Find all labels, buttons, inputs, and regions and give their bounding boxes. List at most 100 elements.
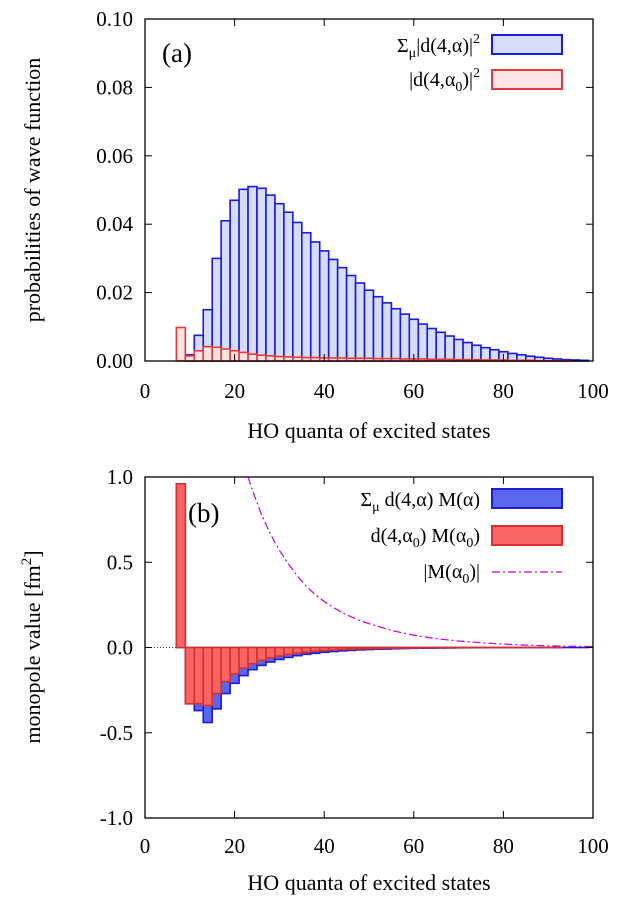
x-tick-label: 60 xyxy=(403,834,424,858)
bar xyxy=(409,648,418,649)
bar xyxy=(257,648,266,661)
bar xyxy=(176,327,185,361)
bar xyxy=(221,221,230,361)
y-tick-label: -0.5 xyxy=(100,721,133,745)
series-2-bars xyxy=(176,484,561,706)
bar xyxy=(257,355,266,361)
panel-b-legend: Σμ d(4,α) M(α) d(4,α0) M(α0) |M(α0)| xyxy=(360,489,562,587)
y-tick-label: 0.06 xyxy=(96,144,133,168)
bar xyxy=(320,648,329,651)
panel-b-x-axis-label: HO quanta of excited states xyxy=(247,870,490,895)
legend-a-entry-1: Σμ|d(4,α)|2 xyxy=(397,32,480,61)
bar xyxy=(329,259,338,361)
bar xyxy=(284,212,293,361)
bar xyxy=(212,648,221,694)
bar xyxy=(212,347,221,361)
x-tick-label: 60 xyxy=(403,379,424,403)
bar xyxy=(275,204,284,361)
x-tick-label: 40 xyxy=(314,834,335,858)
bar xyxy=(239,648,248,668)
bar xyxy=(356,283,365,361)
bar xyxy=(356,648,365,649)
y-tick-label: 0.00 xyxy=(96,349,133,373)
series-1-bars xyxy=(185,187,588,361)
panel-a-y-axis-label: probabilities of wave function xyxy=(20,58,45,323)
bar xyxy=(463,343,472,361)
x-tick-label: 100 xyxy=(577,834,609,858)
legend-b-swatch-1 xyxy=(492,489,562,508)
bar xyxy=(266,195,275,361)
y-tick-label: 1.0 xyxy=(107,465,133,489)
bar xyxy=(257,188,266,361)
bar xyxy=(373,297,382,361)
bar xyxy=(418,324,427,361)
bar xyxy=(266,648,275,658)
bar xyxy=(347,276,356,362)
bar xyxy=(212,258,221,361)
x-tick-label: 80 xyxy=(493,379,514,403)
bar xyxy=(185,356,194,361)
bar xyxy=(302,233,311,361)
bar xyxy=(329,648,338,651)
legend-b-entry-2: d(4,α0) M(α0) xyxy=(371,525,480,551)
panel-a-legend: Σμ|d(4,α)|2 |d(4,α0)|2 xyxy=(397,32,562,95)
bar xyxy=(293,648,302,654)
y-tick-label: 0.04 xyxy=(96,212,133,236)
bar xyxy=(221,648,230,682)
bar xyxy=(203,648,212,706)
bar xyxy=(230,648,239,674)
bar xyxy=(481,348,490,361)
y-tick-label: 0.0 xyxy=(107,636,133,660)
bar xyxy=(239,189,248,361)
panel-b-label: (b) xyxy=(188,498,219,528)
bar xyxy=(365,290,374,361)
bar xyxy=(203,347,212,361)
bar xyxy=(365,648,374,649)
bar xyxy=(230,200,239,361)
panel-a-x-axis-label: HO quanta of excited states xyxy=(247,418,490,443)
bar xyxy=(284,648,293,655)
bar xyxy=(347,648,356,650)
bar xyxy=(248,187,257,361)
bar xyxy=(311,648,320,652)
bar xyxy=(275,357,284,361)
bar xyxy=(293,222,302,361)
x-tick-label: 0 xyxy=(140,834,151,858)
bar xyxy=(445,336,454,361)
bar xyxy=(194,351,203,361)
legend-a-swatch-1 xyxy=(492,35,562,54)
x-tick-label: 20 xyxy=(224,834,245,858)
bar xyxy=(436,332,445,361)
panel-a-label: (a) xyxy=(162,38,192,68)
y-tick-label: 0.08 xyxy=(96,75,133,99)
y-tick-label: 0.02 xyxy=(96,281,133,305)
bar xyxy=(239,352,248,361)
bar xyxy=(454,339,463,361)
y-tick-label: 0.5 xyxy=(107,550,133,574)
bar xyxy=(194,648,203,704)
bar xyxy=(382,303,391,361)
bar xyxy=(391,648,400,649)
legend-b-entry-3: |M(α0)| xyxy=(423,561,480,587)
bar xyxy=(373,648,382,649)
panel-b-y-axis-label: monopole value [fm2] xyxy=(19,550,45,743)
y-tick-label: -1.0 xyxy=(100,806,133,830)
bar xyxy=(338,268,347,361)
bar xyxy=(248,648,257,664)
bar xyxy=(185,648,194,704)
y-tick-label: 0.10 xyxy=(96,7,133,31)
legend-a-swatch-2 xyxy=(492,70,562,89)
legend-a-entry-2: |d(4,α0)|2 xyxy=(409,66,480,95)
x-tick-label: 100 xyxy=(577,379,609,403)
x-tick-label: 20 xyxy=(224,379,245,403)
bar xyxy=(400,314,409,361)
panel-a-marks xyxy=(176,187,588,361)
bar xyxy=(275,648,284,657)
series-1-bars xyxy=(176,484,588,723)
bar xyxy=(391,309,400,361)
bar xyxy=(400,648,409,649)
